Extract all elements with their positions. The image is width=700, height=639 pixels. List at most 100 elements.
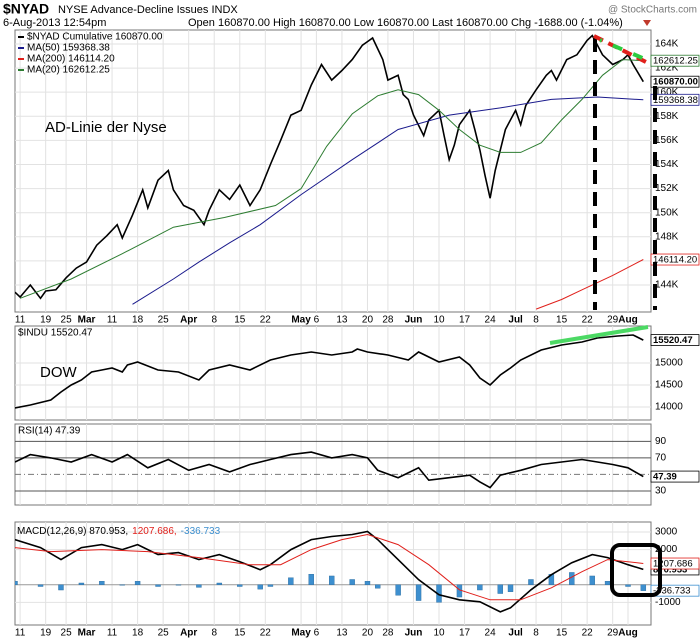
x-tick-label: 15 bbox=[234, 315, 246, 326]
value-tag-box bbox=[650, 93, 700, 106]
histogram-bar bbox=[58, 584, 64, 591]
y-tick-label: 90 bbox=[655, 436, 667, 447]
legend-entry: -336.733 bbox=[181, 526, 221, 537]
histogram-bar bbox=[288, 577, 294, 585]
histogram-bar bbox=[237, 584, 243, 587]
panel-frame bbox=[14, 29, 652, 313]
annotation-line bbox=[549, 325, 649, 345]
value-tag-box bbox=[650, 253, 700, 266]
x-tick-label: 15 bbox=[234, 628, 246, 639]
histogram-bar bbox=[589, 575, 595, 585]
value-tag: 47.39 bbox=[653, 472, 677, 483]
x-tick-label: 20 bbox=[362, 315, 374, 326]
y-tick-label: 156K bbox=[655, 135, 679, 146]
x-tick-label: Aug bbox=[618, 315, 637, 326]
value-tag-box bbox=[650, 470, 700, 483]
histogram-bar bbox=[119, 584, 125, 586]
value-tag: 146114.20 bbox=[653, 255, 697, 266]
value-tag: -336.733 bbox=[653, 586, 691, 597]
histogram-bar bbox=[15, 581, 18, 585]
legend-entry: RSI(14) 47.39 bbox=[18, 426, 81, 437]
series-line bbox=[19, 59, 644, 299]
x-tick-label: 11 bbox=[107, 315, 118, 326]
panel: 14000 14500 15000 15520.47 $INDU 15520.47 DOW bbox=[14, 325, 700, 421]
histogram-bar bbox=[374, 584, 381, 589]
value-tag-box bbox=[650, 75, 700, 88]
histogram-bar bbox=[134, 581, 141, 585]
x-tick-label: 19 bbox=[40, 315, 52, 326]
series-line bbox=[15, 530, 644, 613]
y-tick-label: 154K bbox=[655, 159, 679, 170]
x-tick-label: 22 bbox=[582, 628, 594, 639]
value-tag: 160870.00 bbox=[653, 77, 698, 88]
x-tick-label: 25 bbox=[61, 315, 73, 326]
histogram-bar bbox=[604, 581, 611, 585]
x-tick-label: 13 bbox=[336, 628, 348, 639]
x-tick-label: 19 bbox=[40, 628, 52, 639]
value-tag: 15520.47 bbox=[653, 335, 693, 346]
x-tick-label: 22 bbox=[260, 315, 272, 326]
x-tick-label: 29 bbox=[607, 315, 619, 326]
panel-frame bbox=[14, 423, 652, 506]
x-tick-label: 13 bbox=[336, 315, 348, 326]
datetime: 6-Aug-2013 12:54pm bbox=[3, 17, 106, 29]
x-tick-label: Apr bbox=[180, 628, 197, 639]
watermark: @ StockCharts.com bbox=[608, 5, 697, 16]
x-tick-label: 18 bbox=[132, 628, 144, 639]
value-tag-box bbox=[650, 584, 700, 597]
x-tick-label: 6 bbox=[314, 315, 320, 326]
x-tick-label: 24 bbox=[485, 315, 497, 326]
histogram-bar bbox=[625, 584, 631, 587]
value-tag: 1207.686 bbox=[653, 559, 693, 570]
y-tick-label: 148K bbox=[655, 231, 679, 242]
legend-entry: MA(20) 162612.25 bbox=[27, 65, 110, 76]
quote: Open 160870.00 High 160870.00 Low 160870… bbox=[188, 17, 623, 29]
x-tick-label: Jun bbox=[405, 315, 423, 326]
histogram-bar bbox=[528, 579, 534, 585]
value-tag-box bbox=[650, 557, 700, 570]
y-tick-label: 15000 bbox=[655, 358, 683, 369]
series-line bbox=[15, 334, 644, 409]
x-tick-label: 28 bbox=[382, 315, 394, 326]
x-tick-label: Jul bbox=[508, 628, 523, 639]
x-tick-label: Apr bbox=[180, 315, 197, 326]
y-tick-label: 164K bbox=[655, 39, 679, 50]
symbol-name: NYSE Advance-Decline Issues INDX bbox=[58, 4, 238, 16]
histogram-bar bbox=[99, 581, 105, 585]
x-tick-label: 15 bbox=[556, 315, 568, 326]
y-tick-label: 14000 bbox=[655, 402, 683, 413]
panel: 30 70 90 47.39 RSI(14) 47.39 bbox=[14, 423, 700, 506]
annotations bbox=[549, 34, 662, 597]
plot-area bbox=[15, 334, 644, 409]
x-tick-label: 11 bbox=[107, 628, 118, 639]
histogram-bar bbox=[216, 582, 223, 585]
y-tick-label: 150K bbox=[655, 207, 679, 218]
plot-area bbox=[15, 34, 644, 310]
x-tick-label: 8 bbox=[533, 315, 539, 326]
x-tick-label: 10 bbox=[433, 628, 445, 639]
y-tick-label: -1000 bbox=[655, 597, 681, 608]
y-tick-label: 152K bbox=[655, 183, 679, 194]
y-tick-label: 160K bbox=[655, 87, 679, 98]
x-tick-label: Aug bbox=[618, 628, 637, 639]
value-tag: 870.953 bbox=[653, 564, 687, 575]
series-line bbox=[15, 34, 644, 300]
y-tick-label: 2000 bbox=[655, 544, 678, 555]
series-line bbox=[535, 259, 644, 310]
histogram-bar bbox=[349, 579, 355, 585]
series-line bbox=[15, 533, 644, 601]
y-tick-label: 144K bbox=[655, 280, 679, 291]
y-tick-label: 70 bbox=[655, 453, 667, 464]
down-arrow bbox=[643, 20, 651, 26]
x-tick-label: 25 bbox=[158, 315, 170, 326]
x-tick-label: May bbox=[291, 628, 311, 639]
value-tag: 159368.38 bbox=[653, 95, 698, 106]
x-tick-label: 15 bbox=[556, 628, 568, 639]
legend-entry: MA(200) 146114.20 bbox=[27, 54, 115, 65]
value-tag-box bbox=[650, 334, 700, 346]
x-tick-label: 8 bbox=[211, 628, 217, 639]
panel: 144K146K148K150K152K154K156K158K160K162K… bbox=[14, 29, 700, 326]
x-tick-label: 25 bbox=[61, 628, 73, 639]
